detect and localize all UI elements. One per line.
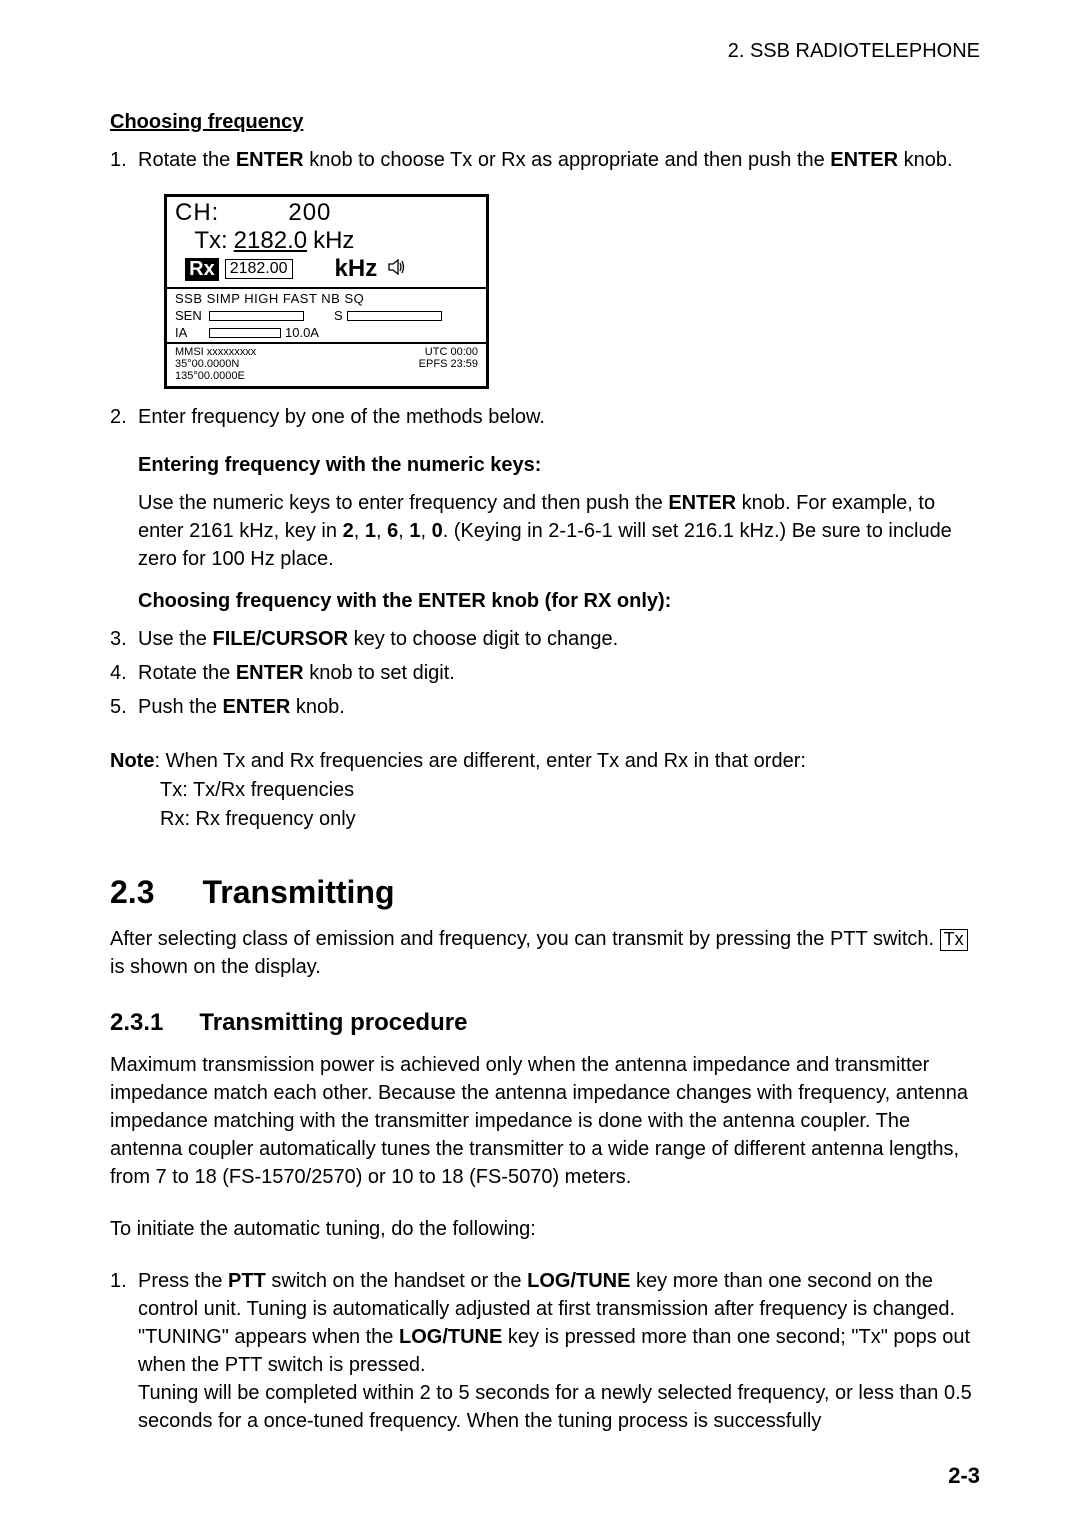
rx-box: 2182.00 bbox=[225, 259, 293, 279]
step-num: 1. bbox=[110, 146, 127, 174]
bottom-right: UTC 00:00EPFS 23:59 bbox=[419, 346, 478, 382]
ia-value: 10.0A bbox=[285, 325, 319, 340]
note-line-rx: Rx: Rx frequency only bbox=[160, 805, 980, 834]
section-title: Transmitting bbox=[202, 874, 394, 911]
rx-unit: kHz bbox=[335, 255, 378, 283]
tx-label: Tx: bbox=[194, 227, 227, 255]
ia-bar bbox=[209, 328, 281, 338]
sen-label: SEN bbox=[175, 308, 205, 323]
step-5: 5. Push the ENTER knob. bbox=[110, 693, 980, 721]
step-text: Rotate the ENTER knob to set digit. bbox=[138, 662, 455, 684]
note-intro: Note: When Tx and Rx frequencies are dif… bbox=[110, 747, 980, 776]
section-2-3-intro: After selecting class of emission and fr… bbox=[110, 925, 980, 981]
step-text: Use the FILE/CURSOR key to choose digit … bbox=[138, 628, 618, 650]
numeric-body: Use the numeric keys to enter frequency … bbox=[138, 489, 980, 573]
mode-labels: SSB SIMP HIGH FAST NB SQ bbox=[175, 291, 478, 306]
tuning-steps: 1. Press the PTT switch on the handset o… bbox=[110, 1267, 980, 1435]
note-block: Note: When Tx and Rx frequencies are dif… bbox=[110, 747, 980, 834]
step-text: Rotate the ENTER knob to choose Tx or Rx… bbox=[138, 149, 953, 171]
step-1: 1. Rotate the ENTER knob to choose Tx or… bbox=[110, 146, 980, 174]
step-text: Push the ENTER knob. bbox=[138, 696, 345, 718]
rx-line: Rx 2182.00 kHz bbox=[175, 255, 478, 283]
subsection-num: 2.3.1 bbox=[110, 1009, 163, 1037]
ia-row: IA 10.0A bbox=[175, 325, 478, 340]
rx-heading: Choosing frequency with the ENTER knob (… bbox=[138, 587, 980, 615]
step-num: 4. bbox=[110, 659, 127, 687]
radio-top: CH: 200 Tx: 2182.0 kHz Rx 2182.00 kHz bbox=[167, 197, 486, 283]
ia-label: IA bbox=[175, 325, 205, 340]
section-2-3-1-heading: 2.3.1 Transmitting procedure bbox=[110, 1009, 980, 1037]
intro-a: After selecting class of emission and fr… bbox=[110, 928, 940, 950]
note-line-tx: Tx: Tx/Rx frequencies bbox=[160, 776, 980, 805]
numeric-heading: Entering frequency with the numeric keys… bbox=[138, 451, 980, 479]
para-1: Maximum transmission power is achieved o… bbox=[110, 1051, 980, 1191]
para-2: To initiate the automatic tuning, do the… bbox=[110, 1215, 980, 1243]
radio-bottom: MMSI xxxxxxxxx 35°00.0000N135°00.0000E U… bbox=[167, 342, 486, 386]
s-bar bbox=[347, 311, 442, 321]
step-num: 1. bbox=[110, 1267, 127, 1295]
steps-list-a: 1. Rotate the ENTER knob to choose Tx or… bbox=[110, 146, 980, 174]
rx-badge: Rx bbox=[185, 258, 219, 281]
tx-value: 2182.0 bbox=[234, 227, 307, 255]
radio-mid: SSB SIMP HIGH FAST NB SQ SEN S IA 10.0A bbox=[167, 289, 486, 342]
step-num: 2. bbox=[110, 403, 127, 431]
section-2-3-heading: 2.3 Transmitting bbox=[110, 874, 980, 911]
tx-box-inline: Tx bbox=[940, 929, 968, 951]
tuning-step-1: 1. Press the PTT switch on the handset o… bbox=[110, 1267, 980, 1435]
step-3: 3. Use the FILE/CURSOR key to choose dig… bbox=[110, 625, 980, 653]
numeric-entry-block: Entering frequency with the numeric keys… bbox=[138, 451, 980, 615]
tx-line: Tx: 2182.0 kHz bbox=[175, 227, 478, 255]
step-text: Enter frequency by one of the methods be… bbox=[138, 406, 545, 428]
step-2: 2. Enter frequency by one of the methods… bbox=[110, 403, 980, 431]
ch-label: CH: bbox=[175, 199, 219, 226]
intro-b: is shown on the display. bbox=[110, 956, 321, 978]
s-label: S bbox=[334, 308, 343, 323]
choosing-frequency-heading: Choosing frequency bbox=[110, 111, 980, 134]
chapter-header: 2. SSB RADIOTELEPHONE bbox=[110, 40, 980, 63]
subsection-title: Transmitting procedure bbox=[199, 1009, 467, 1037]
sen-s-row: SEN S bbox=[175, 308, 478, 323]
radio-display-figure: CH: 200 Tx: 2182.0 kHz Rx 2182.00 kHz bbox=[164, 194, 489, 389]
speaker-icon bbox=[387, 256, 409, 282]
tx-unit: kHz bbox=[313, 227, 354, 255]
step-4: 4. Rotate the ENTER knob to set digit. bbox=[110, 659, 980, 687]
sen-bar bbox=[209, 311, 304, 321]
ch-value: 200 bbox=[288, 199, 331, 226]
section-num: 2.3 bbox=[110, 874, 154, 911]
ch-line: CH: 200 bbox=[175, 199, 478, 227]
steps-list-b: 2. Enter frequency by one of the methods… bbox=[110, 403, 980, 431]
bottom-left: MMSI xxxxxxxxx 35°00.0000N135°00.0000E bbox=[175, 346, 256, 382]
step-num: 3. bbox=[110, 625, 127, 653]
step-text: Press the PTT switch on the handset or t… bbox=[138, 1270, 972, 1432]
steps-list-c: 3. Use the FILE/CURSOR key to choose dig… bbox=[110, 625, 980, 721]
step-num: 5. bbox=[110, 693, 127, 721]
page-number: 2-3 bbox=[948, 1463, 980, 1489]
